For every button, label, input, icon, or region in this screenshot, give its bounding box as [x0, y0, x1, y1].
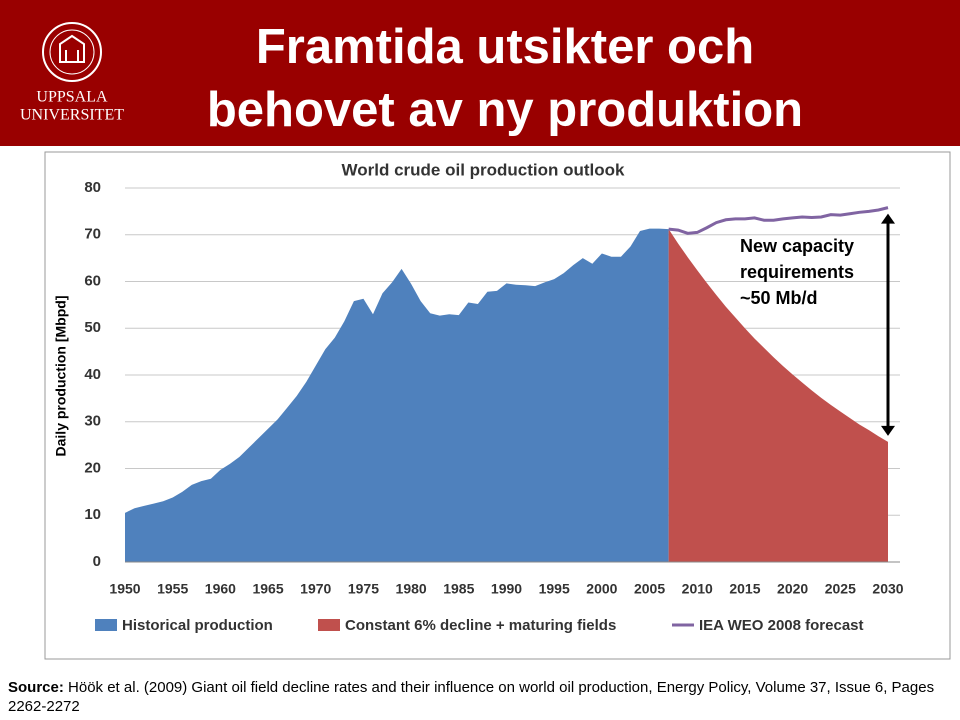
x-tick-label: 2030 [872, 581, 903, 597]
x-tick-label: 1975 [348, 581, 379, 597]
source-text: Höök et al. (2009) Giant oil field decli… [8, 679, 935, 715]
chart-title: World crude oil production outlook [342, 160, 626, 179]
header-band [0, 0, 960, 146]
x-tick-label: 1965 [252, 581, 283, 597]
x-tick-label: 1995 [539, 581, 570, 597]
y-tick-label: 60 [84, 272, 101, 289]
annotation: requirements [740, 262, 854, 282]
y-tick-label: 20 [84, 459, 101, 476]
annotation: New capacity [740, 236, 854, 256]
legend-swatch [95, 619, 117, 631]
line [668, 206, 889, 235]
x-tick-label: 1990 [491, 581, 522, 597]
y-axis-label: Daily production [Mbpd] [53, 296, 69, 457]
x-tick-label: 1955 [157, 581, 188, 597]
x-tick-label: 1980 [396, 581, 427, 597]
y-tick-label: 30 [84, 413, 101, 430]
y-tick-label: 80 [84, 179, 101, 196]
x-tick-label: 2010 [682, 581, 713, 597]
x-tick-label: 1960 [205, 581, 236, 597]
y-tick-label: 50 [84, 319, 101, 336]
area [668, 229, 888, 562]
source-note: Source: Höök et al. (2009) Giant oil fie… [8, 678, 953, 716]
x-tick-label: 1985 [443, 581, 474, 597]
logo-text: UNIVERSITET [20, 107, 124, 124]
logo [42, 22, 102, 82]
slide-title: Framtida utsikter och behovet av ny prod… [206, 20, 804, 137]
x-tick-label: 2005 [634, 581, 665, 597]
logo-text: UPPSALA [36, 89, 108, 106]
x-tick-label: 1970 [300, 581, 331, 597]
x-tick-label: 2000 [586, 581, 617, 597]
x-tick-label: 1950 [109, 581, 140, 597]
x-tick-label: 2020 [777, 581, 808, 597]
y-tick-label: 10 [84, 506, 101, 523]
legend-swatch [318, 619, 340, 631]
y-tick-label: 0 [93, 553, 101, 570]
y-tick-label: 70 [84, 226, 101, 243]
source-label: Source: [8, 679, 64, 696]
area [125, 228, 669, 563]
legend-label: Historical production [122, 617, 273, 634]
arrow-head [881, 213, 895, 224]
legend-label: Constant 6% decline + maturing fields [345, 617, 616, 634]
legend-label: IEA WEO 2008 forecast [699, 617, 864, 634]
x-tick-label: 2025 [825, 581, 856, 597]
x-tick-label: 2015 [729, 581, 760, 597]
y-tick-label: 40 [84, 366, 101, 383]
annotation: ~50 Mb/d [740, 288, 818, 308]
arrow-head [881, 425, 895, 436]
